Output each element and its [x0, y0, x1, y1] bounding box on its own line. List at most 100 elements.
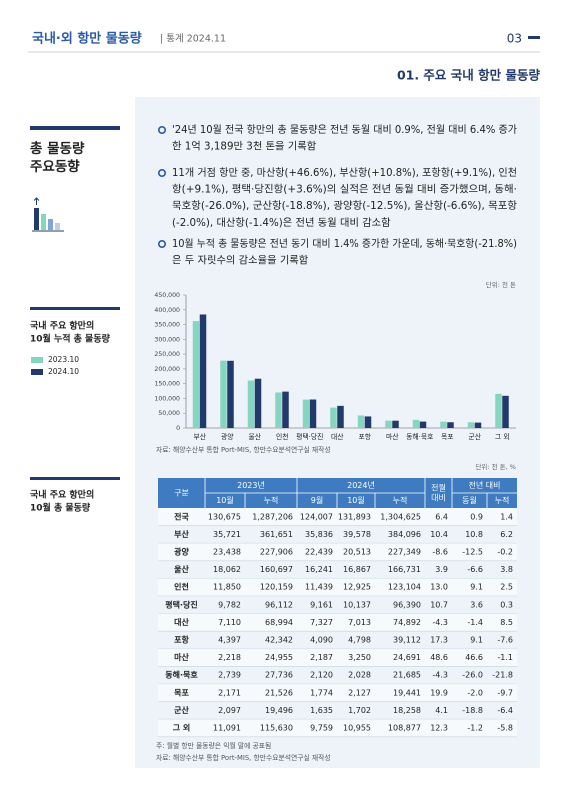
table-cell: 10,955 — [343, 724, 371, 733]
x-tick-label: 인천 — [276, 432, 289, 441]
table-cell: -0.2 — [497, 548, 513, 557]
table-cell: 227,349 — [388, 548, 421, 557]
table-cell: 4.1 — [435, 706, 448, 715]
table-cell: 68,994 — [265, 618, 293, 627]
y-tick-label: 100,000 — [154, 395, 180, 402]
table-cell: 166,731 — [388, 565, 421, 574]
legend-label: 2023.10 — [48, 355, 79, 364]
table-cell: 0.9 — [470, 512, 483, 521]
x-tick-label: 그 외 — [495, 432, 510, 441]
y-tick-label: 350,000 — [154, 322, 180, 329]
bar — [247, 380, 255, 428]
table-header: 2023년 — [237, 480, 265, 490]
table-cell: 9,759 — [310, 724, 333, 733]
table-cell: 8.5 — [500, 618, 513, 627]
table-cell: 2,187 — [310, 653, 333, 662]
table-note: 자료: 해양수산부 통합 Port-MIS, 항만수요분석연구실 재작성 — [156, 753, 331, 762]
bullet-text: 11개 거점 항만 중, 마산항(+46.6%), 부산항(+10.8%), 포… — [172, 167, 517, 179]
sidebar-heading: 주요동향 — [30, 158, 80, 175]
table-cell: 27,736 — [265, 671, 293, 680]
bar — [199, 314, 207, 428]
table-cell: 2,120 — [310, 671, 333, 680]
table-cell: 12.3 — [430, 724, 448, 733]
table-cell: 6.2 — [500, 530, 513, 539]
table-row-bg — [158, 719, 517, 737]
x-tick-label: 울산 — [248, 432, 261, 441]
table-cell: -12.5 — [462, 548, 483, 557]
table-cell: 2,739 — [218, 671, 241, 680]
table-cell: 130,675 — [208, 512, 241, 521]
table-cell: 18,062 — [213, 565, 241, 574]
table-row-bg — [158, 613, 517, 632]
table-cell: 160,697 — [260, 565, 293, 574]
y-tick-label: 400,000 — [154, 307, 180, 314]
bar — [254, 378, 262, 428]
table-cell: 9,782 — [218, 600, 241, 609]
table-cell: 19.9 — [430, 688, 448, 697]
table-cell: -26.0 — [462, 671, 483, 680]
table-cell: -6.4 — [497, 706, 513, 715]
table-cell: 361,651 — [260, 530, 293, 539]
table-cell: -18.8 — [462, 706, 483, 715]
table-cell: 4,397 — [218, 636, 241, 645]
bar — [440, 421, 447, 428]
table-header: 대비 — [431, 494, 446, 503]
table-subheader: 10월 — [216, 495, 234, 505]
table-cell: 10,137 — [343, 600, 371, 609]
table-cell: 3.8 — [500, 565, 513, 574]
bar — [447, 422, 454, 428]
bullet-icon — [158, 126, 167, 135]
table-cell: 9.1 — [470, 583, 483, 592]
bullet-text: 항(+9.1%), 평택·당진항(+3.6%)의 실적은 전년 동월 대비 증가… — [172, 183, 517, 196]
table-cell: 0.3 — [500, 600, 513, 609]
table-cell: 6.4 — [435, 512, 448, 521]
y-tick-label: 450,000 — [154, 292, 180, 299]
table-cell: 3,250 — [348, 653, 371, 662]
table-cell: 1,702 — [348, 706, 371, 715]
legend-swatch — [31, 357, 43, 363]
table-cell: 39,112 — [393, 636, 421, 645]
table-cell: -4.3 — [432, 618, 448, 627]
section-title: 01. 주요 국내 항만 물동량 — [397, 68, 541, 83]
x-tick-label: 군산 — [468, 432, 481, 441]
table-cell: 48.6 — [430, 653, 448, 662]
table-cell: 울산 — [174, 564, 189, 574]
y-tick-label: 0 — [176, 425, 180, 432]
page-number: 03 — [507, 32, 522, 46]
table-cell: 대산 — [174, 617, 189, 627]
header-subtitle: | 통계 2024.11 — [160, 33, 226, 45]
bar — [309, 399, 317, 428]
table-cell: 11,850 — [213, 583, 241, 592]
x-tick-label: 대산 — [331, 432, 344, 441]
page-mark — [528, 36, 540, 39]
table-cell: 1,304,625 — [380, 512, 421, 521]
table-cell: 그 외 — [173, 723, 191, 733]
table-row-bg — [158, 508, 517, 526]
bar — [495, 393, 502, 428]
bullet-text: 한 1억 3,189만 3천 톤을 기록함 — [172, 141, 317, 153]
table-cell: 24,691 — [393, 653, 421, 662]
table-cell: 포항 — [174, 635, 189, 645]
table-cell: 3.6 — [470, 600, 483, 609]
x-tick-label: 포항 — [358, 432, 371, 441]
table-row-bg — [158, 543, 517, 561]
table-cell: -1.1 — [497, 653, 513, 662]
y-tick-label: 50,000 — [158, 410, 180, 417]
table-cell: 39,578 — [343, 530, 371, 539]
bullet-text: 묵호항(-26.0%), 군산항(-18.8%), 광양항(-12.5%), 울… — [172, 200, 518, 212]
table-cell: 7,013 — [348, 618, 371, 627]
bar — [419, 421, 427, 428]
bar — [467, 422, 475, 428]
table-cell: 124,007 — [300, 512, 333, 521]
table-cell: 115,630 — [260, 724, 293, 733]
table-cell: 23,438 — [213, 548, 241, 557]
table-cell: 1,635 — [310, 706, 333, 715]
table-cell: 96,390 — [393, 600, 421, 609]
x-tick-label: 광양 — [221, 433, 234, 441]
table-cell: 인천 — [174, 582, 189, 592]
table-cell: 군산 — [174, 705, 189, 715]
table-cell: -21.8 — [492, 671, 513, 680]
table-cell: 11,439 — [305, 583, 333, 592]
bullet-text: 은 두 자릿수의 감소율을 기록함 — [172, 255, 309, 267]
